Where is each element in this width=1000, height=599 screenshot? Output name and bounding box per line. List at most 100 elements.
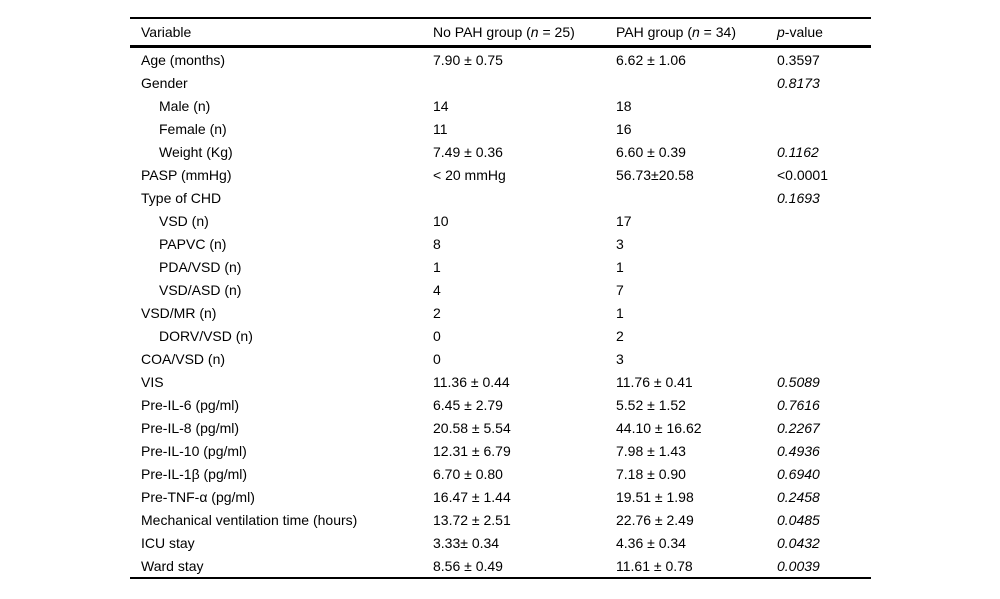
row-label: VSD/ASD (n)	[159, 281, 242, 298]
p-value: 0.2267	[777, 419, 820, 436]
no-pah-value	[422, 186, 605, 209]
table-header: Variable No PAH group (n = 25) PAH group…	[130, 18, 871, 48]
table-row: VIS 11.36 ± 0.44 11.76 ± 0.41 0.5089	[130, 370, 871, 393]
p-value: 0.4936	[777, 442, 820, 459]
row-label: PAPVC (n)	[159, 235, 227, 252]
p-value	[766, 209, 871, 232]
pah-value: 3	[616, 235, 624, 252]
row-label: VIS	[141, 373, 164, 390]
row-label: VSD (n)	[159, 212, 209, 229]
row-label: COA/VSD (n)	[141, 350, 226, 367]
table-row: Weight (Kg) 7.49 ± 0.36 6.60 ± 0.39 0.1162	[130, 140, 871, 163]
p-value	[766, 255, 871, 278]
table-row: DORV/VSD (n) 0 2	[130, 324, 871, 347]
p-value: 0.8173	[777, 74, 820, 91]
header-pah-text: PAH group (	[616, 24, 692, 40]
pah-value: 2	[616, 327, 624, 344]
p-value: 0.6940	[777, 465, 820, 482]
header-p-symbol: p	[777, 24, 785, 40]
header-variable: Variable	[130, 18, 422, 48]
no-pah-value: 10	[433, 212, 449, 229]
p-value: 0.5089	[777, 373, 820, 390]
table-row: Pre-IL-6 (pg/ml) 6.45 ± 2.79 5.52 ± 1.52 0.…	[130, 393, 871, 416]
pah-value: 4.36 ± 0.34	[616, 534, 686, 551]
header-no-pah-n-symbol: n	[530, 24, 539, 40]
row-label: Ward stay	[141, 557, 204, 574]
pah-value: 7	[616, 281, 624, 298]
table-row: VSD (n) 10 17	[130, 209, 871, 232]
comparison-table-container: Variable No PAH group (n = 25) PAH group…	[130, 17, 871, 579]
row-label: Age (months)	[141, 51, 226, 68]
pah-value: 11.76 ± 0.41	[616, 373, 693, 390]
header-pah-n-symbol: n	[692, 24, 700, 40]
p-value	[766, 301, 871, 324]
table-row: PDA/VSD (n) 1 1	[130, 255, 871, 278]
pah-value: 44.10 ± 16.62	[616, 419, 702, 436]
header-no-pah-count: = 25)	[538, 24, 575, 40]
no-pah-value: 11	[433, 120, 448, 137]
table-row: VSD/ASD (n) 4 7	[130, 278, 871, 301]
no-pah-value: 0	[433, 350, 441, 367]
header-pah-group: PAH group (n = 34)	[605, 18, 766, 48]
p-value	[766, 94, 871, 117]
table-row: Age (months) 7.90 ± 0.75 6.62 ± 1.06 0.3597	[130, 47, 871, 72]
table-row: Pre-IL-8 (pg/ml) 20.58 ± 5.54 44.10 ± 16.6…	[130, 416, 871, 439]
pah-value: 7.18 ± 0.90	[616, 465, 686, 482]
p-value: 0.2458	[777, 488, 820, 505]
row-label: PDA/VSD (n)	[159, 258, 242, 275]
row-label: Type of CHD	[141, 189, 222, 206]
table-row: Female (n) 11 16	[130, 117, 871, 140]
no-pah-value: 1	[433, 258, 441, 275]
row-label: Pre-IL-10 (pg/ml)	[141, 442, 247, 459]
pah-value: 11.61 ± 0.78	[616, 557, 693, 574]
p-value: 0.1693	[777, 189, 820, 206]
no-pah-value: 12.31 ± 6.79	[433, 442, 511, 459]
header-no-pah-text: No PAH group (	[433, 24, 531, 40]
p-value	[766, 232, 871, 255]
row-label: Male (n)	[159, 97, 211, 114]
no-pah-value: 13.72 ± 2.51	[433, 511, 511, 528]
no-pah-value: 16.47 ± 1.44	[433, 488, 511, 505]
no-pah-value: 7.90 ± 0.75	[433, 51, 503, 68]
row-label: Pre-IL-8 (pg/ml)	[141, 419, 240, 436]
no-pah-value: 4	[433, 281, 441, 298]
pah-value	[605, 71, 766, 94]
pah-value: 5.52 ± 1.52	[616, 396, 686, 413]
pah-value: 22.76 ± 2.49	[616, 511, 694, 528]
no-pah-value: 6.70 ± 0.80	[433, 465, 503, 482]
p-value: 0.0485	[777, 511, 820, 528]
p-value: 0.1162	[777, 143, 819, 160]
table-body: Age (months) 7.90 ± 0.75 6.62 ± 1.06 0.3597…	[130, 47, 871, 579]
p-value	[766, 117, 871, 140]
no-pah-value	[422, 71, 605, 94]
header-no-pah-group: No PAH group (n = 25)	[422, 18, 605, 48]
table-row: Mechanical ventilation time (hours) 13.72…	[130, 508, 871, 531]
header-p-value-text: -value	[784, 24, 823, 40]
row-label: Pre-IL-1β (pg/ml)	[141, 465, 248, 482]
pah-comparison-table: Variable No PAH group (n = 25) PAH group…	[130, 17, 871, 579]
no-pah-value: 7.49 ± 0.36	[433, 143, 503, 160]
row-label: VSD/MR (n)	[141, 304, 217, 321]
row-label: Pre-TNF-α (pg/ml)	[141, 488, 255, 505]
no-pah-value: < 20 mmHg	[433, 166, 506, 183]
pah-value: 6.62 ± 1.06	[616, 51, 686, 68]
header-row: Variable No PAH group (n = 25) PAH group…	[130, 18, 871, 48]
table-row: VSD/MR (n) 2 1	[130, 301, 871, 324]
table-row: Ward stay 8.56 ± 0.49 11.61 ± 0.78 0.0039	[130, 554, 871, 578]
table-row: PASP (mmHg) < 20 mmHg 56.73±20.58 <0.0001	[130, 163, 871, 186]
header-p-value: p-value	[766, 18, 871, 48]
no-pah-value: 6.45 ± 2.79	[433, 396, 503, 413]
p-value	[766, 324, 871, 347]
no-pah-value: 14	[433, 97, 449, 114]
table-row: Pre-IL-1β (pg/ml) 6.70 ± 0.80 7.18 ± 0.90 0…	[130, 462, 871, 485]
no-pah-value: 8	[433, 235, 441, 252]
table-row: Male (n) 14 18	[130, 94, 871, 117]
row-label: DORV/VSD (n)	[159, 327, 253, 344]
p-value: 0.7616	[777, 396, 820, 413]
pah-value: 19.51 ± 1.98	[616, 488, 694, 505]
table-row: Gender 0.8173	[130, 71, 871, 94]
row-label: Mechanical ventilation time (hours)	[141, 511, 358, 528]
no-pah-value: 11.36 ± 0.44	[433, 373, 510, 390]
table-row: ICU stay 3.33± 0.34 4.36 ± 0.34 0.0432	[130, 531, 871, 554]
